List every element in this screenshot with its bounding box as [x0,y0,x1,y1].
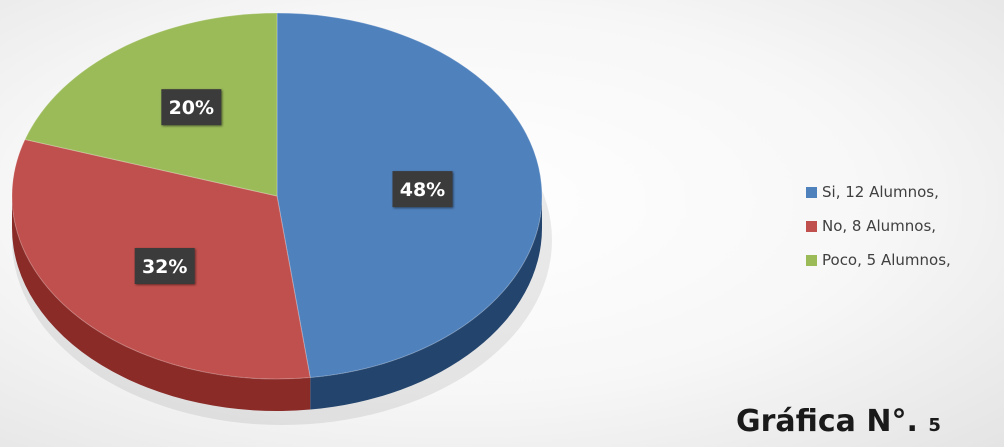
pie-slice-poco [24,12,278,197]
legend-item-no: No, 8 Alumnos, [806,215,951,237]
pie-label-text-si: 48% [400,179,445,201]
pie-label-si: 48% [392,171,453,208]
legend-item-si: Si, 12 Alumnos, [806,181,951,203]
pie-side-no [12,196,311,411]
pie-label-poco: 20% [161,89,222,126]
pie-sides [12,196,542,411]
legend-swatch-no [806,220,817,232]
legend-item-poco: Poco, 5 Alumnos, [806,249,951,271]
legend-label-poco: Poco, 5 Alumnos, [822,251,951,269]
pie-data-labels: 48% 32% 20% [134,89,453,284]
caption-text: Gráfica N°. [736,404,918,439]
pie-label-text-no: 32% [142,256,187,278]
pie-label-box-poco [161,89,222,126]
caption-number: 5 [928,415,941,436]
pie-label-box-no [134,247,195,284]
pie-side-si [310,196,542,410]
chart-caption: Gráfica N°. 5 [736,404,941,444]
legend-swatch-poco [806,254,817,266]
legend-swatch-si [806,186,817,198]
legend-label-no: No, 8 Alumnos, [822,217,937,235]
pie-label-no: 32% [134,247,195,284]
pie-slices [11,12,543,380]
pie-label-box-si [392,171,453,208]
pie-label-text-poco: 20% [169,97,214,119]
legend-label-si: Si, 12 Alumnos, [822,183,939,201]
legend: Si, 12 Alumnos, No, 8 Alumnos, Poco, 5 A… [806,181,951,283]
